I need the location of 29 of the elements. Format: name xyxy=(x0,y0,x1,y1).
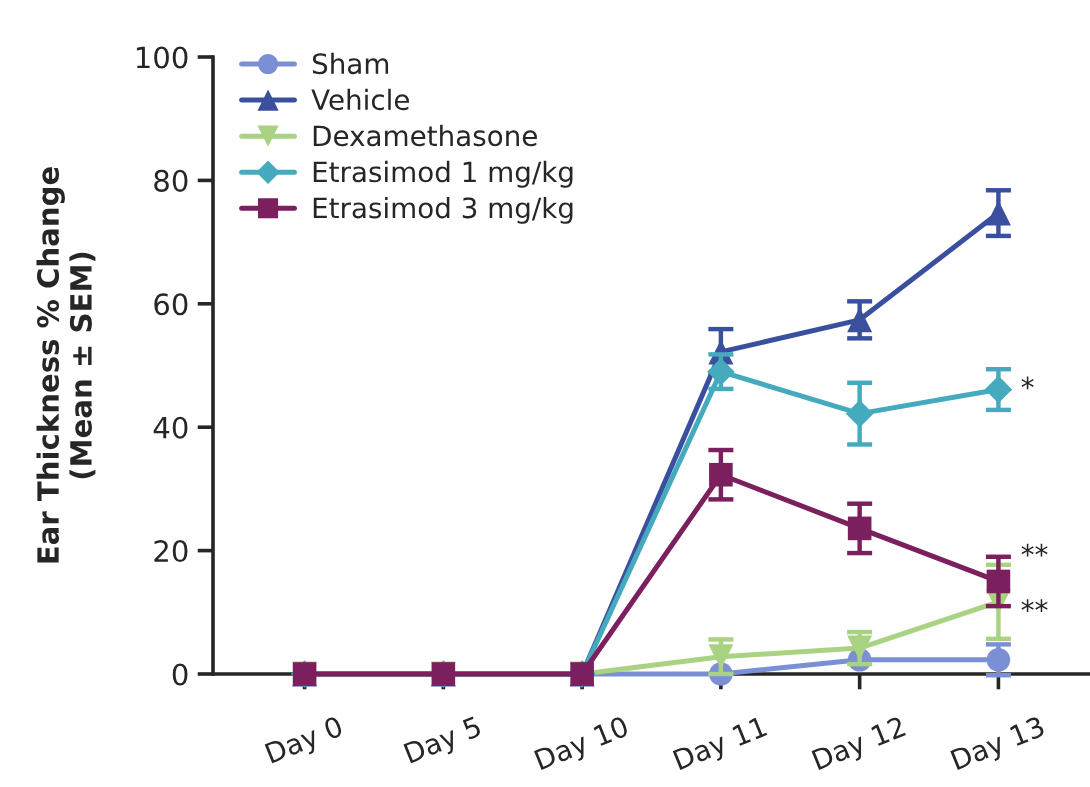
y-tick-label: 100 xyxy=(136,46,188,69)
point xyxy=(847,516,872,541)
point xyxy=(984,375,1013,404)
legend-label: Sham xyxy=(312,52,389,75)
x-tick-label: Day 5 xyxy=(403,715,484,769)
legend-label: Dexamethasone xyxy=(313,124,537,147)
point xyxy=(986,648,1011,672)
x-tick-label: Day 10 xyxy=(533,715,632,776)
legend-label: Etrasimod 3 mg/kg xyxy=(313,196,573,224)
y-tick-label: 40 xyxy=(153,416,188,439)
legend-label: Vehicle xyxy=(311,88,409,111)
annotation: * xyxy=(1021,376,1034,390)
y-axis-title: Ear Thickness % Change (Mean ± SEM) xyxy=(36,167,96,563)
point xyxy=(986,569,1011,594)
annotation: ** xyxy=(1021,599,1048,613)
x-tick-label: Day 12 xyxy=(811,715,909,776)
x-tick-label: Day 13 xyxy=(950,715,1048,776)
y-tick-label: 60 xyxy=(154,293,188,316)
legend-label: Etrasimod 1 mg/kg xyxy=(313,160,573,188)
y-tick-label: 0 xyxy=(172,663,188,686)
point xyxy=(847,307,873,333)
annotation: ** xyxy=(1021,543,1048,557)
point xyxy=(845,399,874,428)
y-tick-label: 20 xyxy=(154,540,188,563)
y-tick-label: 80 xyxy=(154,169,188,192)
point xyxy=(709,462,733,487)
x-tick-label: Day 0 xyxy=(264,715,346,769)
x-tick-label: Day 11 xyxy=(672,716,770,776)
point xyxy=(707,357,735,386)
